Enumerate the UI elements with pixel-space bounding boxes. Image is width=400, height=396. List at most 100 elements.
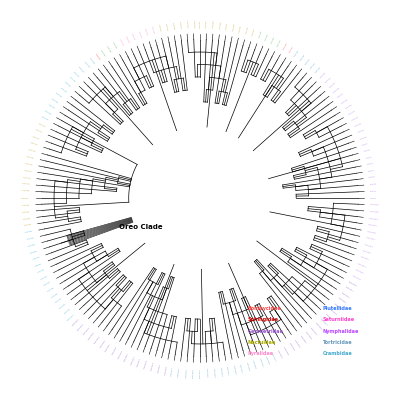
Text: OrXX31: OrXX31	[265, 33, 269, 41]
Text: OrXX158: OrXX158	[369, 217, 379, 220]
Text: OrXX16: OrXX16	[341, 98, 349, 104]
Text: OrXX135: OrXX135	[288, 343, 294, 352]
Text: OrXX152: OrXX152	[360, 257, 369, 261]
Text: OrXX68: OrXX68	[44, 110, 52, 115]
Text: OrXX50: OrXX50	[138, 30, 142, 38]
Text: OrXX73: OrXX73	[30, 142, 38, 146]
Text: OrXX27: OrXX27	[288, 46, 294, 53]
Text: OrXX140: OrXX140	[315, 323, 322, 331]
Text: OrXX160: OrXX160	[370, 204, 380, 206]
Text: OrXX87: OrXX87	[26, 237, 34, 240]
Text: OrXX66: OrXX66	[51, 98, 59, 104]
Text: OrXX105: OrXX105	[94, 335, 100, 344]
Text: OrXX157: OrXX157	[368, 224, 378, 227]
Text: OrXX78: OrXX78	[22, 177, 31, 179]
Text: OrXX83: OrXX83	[22, 211, 30, 213]
Text: OrXX124: OrXX124	[220, 367, 222, 377]
Text: OrXX90: OrXX90	[32, 257, 40, 260]
Text: OrXX53: OrXX53	[118, 38, 123, 46]
Text: OrXX11: OrXX11	[357, 129, 365, 133]
Text: OrXX128: OrXX128	[246, 362, 249, 371]
Text: OrXX120: OrXX120	[192, 368, 194, 378]
Text: OrXX84: OrXX84	[22, 217, 31, 219]
Text: OrXX146: OrXX146	[341, 292, 350, 299]
Text: OrXX104: OrXX104	[88, 331, 95, 340]
Text: OrXX145: OrXX145	[338, 298, 346, 304]
Text: OrXX122: OrXX122	[206, 368, 208, 378]
Text: OrXX85: OrXX85	[24, 224, 32, 227]
Text: Saturniidae: Saturniidae	[323, 318, 355, 322]
Text: OrXX7: OrXX7	[366, 156, 372, 159]
Text: OrXX70: OrXX70	[38, 123, 46, 127]
Text: OrXX150: OrXX150	[354, 269, 364, 274]
Text: OrXX51: OrXX51	[131, 33, 135, 41]
Text: OrXX60: OrXX60	[78, 67, 85, 73]
Text: OrXX155: OrXX155	[366, 237, 375, 240]
Text: OrXX54: OrXX54	[112, 42, 117, 50]
Text: OrXX64: OrXX64	[59, 87, 66, 93]
Text: OrXX153: OrXX153	[362, 250, 371, 254]
Text: OrXX2: OrXX2	[370, 190, 377, 192]
Text: Nymphalidae: Nymphalidae	[323, 329, 359, 333]
Text: OrXX133: OrXX133	[277, 350, 282, 359]
Text: OrXX111: OrXX111	[131, 355, 135, 365]
Text: OrXX9: OrXX9	[362, 143, 369, 146]
Text: OrXX42: OrXX42	[192, 19, 194, 28]
Text: OrXX67: OrXX67	[48, 104, 55, 109]
Text: OrXX34: OrXX34	[246, 26, 249, 34]
Text: OrXX46: OrXX46	[165, 23, 167, 31]
Text: OrXX109: OrXX109	[118, 350, 123, 359]
Text: OrXX79: OrXX79	[22, 183, 30, 185]
Text: OrXX82: OrXX82	[22, 204, 30, 206]
Text: OrXX74: OrXX74	[28, 149, 36, 152]
Text: OrXX19: OrXX19	[329, 82, 336, 88]
Text: OrXX52: OrXX52	[125, 36, 129, 44]
Text: OrXX77: OrXX77	[24, 169, 32, 172]
Text: OrXX159: OrXX159	[370, 211, 380, 213]
Text: OrXX130: OrXX130	[258, 358, 263, 367]
Text: OrXX93: OrXX93	[40, 275, 48, 280]
Text: OrXX136: OrXX136	[294, 339, 300, 348]
Text: OrXX149: OrXX149	[352, 275, 361, 280]
Text: OrXX143: OrXX143	[329, 308, 337, 315]
Text: OrXX20: OrXX20	[325, 76, 332, 83]
Text: OrXX32: OrXX32	[258, 30, 262, 38]
Text: OrXX24: OrXX24	[305, 57, 311, 65]
Text: OrXX108: OrXX108	[112, 346, 117, 355]
Text: OrXX132: OrXX132	[271, 352, 276, 362]
Text: Noctuidae: Noctuidae	[248, 340, 276, 345]
Text: OrXX71: OrXX71	[35, 129, 43, 133]
Text: OrXX147: OrXX147	[345, 287, 354, 293]
Text: OrXX69: OrXX69	[40, 116, 48, 121]
Text: OrXX117: OrXX117	[171, 366, 174, 376]
Text: OrXX8: OrXX8	[364, 149, 371, 152]
Text: Sphingidae: Sphingidae	[248, 318, 278, 322]
Text: OrXX62: OrXX62	[68, 76, 75, 83]
Text: OrXX29: OrXX29	[277, 38, 282, 46]
Text: Oreo Clade: Oreo Clade	[119, 224, 162, 230]
Text: OrXX154: OrXX154	[364, 244, 374, 248]
Text: OrXX48: OrXX48	[151, 26, 154, 34]
Text: OrXX61: OrXX61	[73, 71, 80, 78]
Text: OrXX57: OrXX57	[94, 53, 100, 61]
Text: OrXX58: OrXX58	[89, 57, 95, 65]
Text: OrXX127: OrXX127	[239, 364, 242, 373]
Text: OrXX113: OrXX113	[144, 360, 148, 369]
Text: OrXX75: OrXX75	[26, 156, 34, 159]
Text: OrXX137: OrXX137	[300, 335, 306, 344]
Text: OrXX144: OrXX144	[334, 303, 342, 310]
Text: OrXX95: OrXX95	[48, 287, 55, 292]
Text: OrXX106: OrXX106	[100, 339, 106, 348]
Text: OrXX119: OrXX119	[185, 368, 187, 377]
Text: OrXX63: OrXX63	[64, 82, 71, 88]
Text: Plutellidae: Plutellidae	[323, 307, 352, 311]
Text: OrXX101: OrXX101	[72, 318, 80, 326]
Text: OrXX141: OrXX141	[320, 318, 328, 326]
Text: OrXX65: OrXX65	[55, 93, 62, 98]
Text: OrXX38: OrXX38	[220, 21, 222, 29]
Text: OrXX72: OrXX72	[32, 136, 40, 139]
Text: OrXX98: OrXX98	[59, 303, 66, 309]
Text: Tortricidae: Tortricidae	[323, 340, 352, 345]
Text: OrXX129: OrXX129	[252, 360, 256, 369]
Text: OrXX126: OrXX126	[233, 365, 236, 375]
